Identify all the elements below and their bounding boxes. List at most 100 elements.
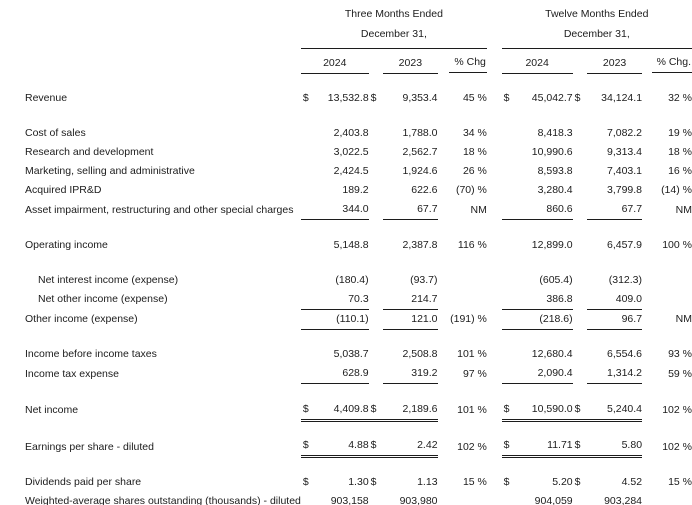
- value-fy-pct-chg: NM: [675, 203, 692, 216]
- currency-symbol: [502, 492, 515, 505]
- header-spacer: [25, 25, 301, 49]
- currency-symbol: $: [501, 399, 515, 422]
- value-fy-2024: 12,899.0: [531, 238, 573, 251]
- statement-row: Other income (expense) (110.1) 121.0 (191) …: [25, 309, 692, 330]
- group-gap: [487, 436, 502, 457]
- col-header-fy-chg: % Chg.: [642, 49, 692, 73]
- currency-symbol: [502, 143, 515, 162]
- row-label: Net income: [25, 404, 79, 416]
- statement-row: Income before income taxes 5,038.7 2,508.8…: [25, 345, 692, 364]
- value-fy-2024: (218.6): [514, 309, 573, 330]
- col-header-fy-2024: 2024: [501, 48, 573, 74]
- row-label: Cost of sales: [25, 127, 86, 139]
- value-tm-2024: 628.9: [313, 364, 369, 384]
- row-label: Other income (expense): [25, 313, 138, 325]
- currency-symbol: [369, 309, 384, 329]
- spacer-row: [25, 108, 692, 124]
- statement-row: Research and development 3,022.5 2,562.7 18…: [25, 143, 692, 162]
- value-fy-pct-chg: [642, 492, 692, 505]
- twelve-months-title: Twelve Months Ended: [545, 8, 649, 20]
- currency-symbol: [369, 143, 384, 162]
- currency-symbol: [502, 162, 515, 181]
- statement-row: Net other income (expense) 70.3 214.7 386.8…: [25, 289, 692, 310]
- value-fy-2023: 7,082.2: [606, 127, 643, 139]
- group-gap: [487, 200, 502, 220]
- value-fy-2024: 10,990.6: [531, 146, 573, 158]
- value-tm-2023: 2,189.6: [383, 399, 438, 422]
- group-gap: [487, 5, 502, 25]
- value-fy-pct-chg: 19 %: [668, 127, 692, 139]
- group-gap: [487, 290, 502, 310]
- currency-symbol: [301, 345, 314, 364]
- currency-symbol: [301, 181, 314, 200]
- row-label: Asset impairment, restructuring and othe…: [25, 203, 294, 216]
- spacer-row: [25, 420, 692, 436]
- group-gap: [487, 271, 502, 290]
- currency-symbol: $: [300, 399, 314, 422]
- value-fy-pct-chg: 93 %: [668, 348, 692, 360]
- value-fy-2023: 409.0: [587, 289, 643, 310]
- spacer-cell: [25, 329, 692, 345]
- value-fy-pct-chg: [642, 290, 692, 310]
- group-gap: [487, 492, 502, 505]
- value-fy-pct-chg: 18 %: [668, 146, 692, 158]
- value-tm-2023: 2,562.7: [402, 146, 438, 158]
- value-fy-2024: 45,042.7: [531, 92, 573, 104]
- spacer-row: [25, 457, 692, 473]
- value-fy-2023: 6,554.6: [606, 348, 643, 360]
- statement-row: Weighted-average shares outstanding (tho…: [25, 492, 692, 505]
- col-header-fy-2023: 2023: [587, 48, 643, 74]
- value-tm-pct-chg: 15 %: [462, 475, 487, 488]
- value-tm-pct-chg: 26 %: [462, 165, 487, 177]
- value-tm-2023: 2,508.8: [402, 348, 438, 360]
- currency-symbol: [300, 309, 314, 330]
- currency-symbol: [501, 289, 515, 310]
- value-tm-2023: 903,980: [399, 494, 438, 505]
- value-fy-2023: 67.7: [587, 200, 643, 220]
- currency-symbol: [573, 345, 588, 364]
- value-fy-pct-chg: [642, 271, 692, 290]
- col-header-fy-chg-label: % Chg.: [651, 56, 692, 73]
- value-tm-2024: 2,424.5: [333, 165, 369, 177]
- value-fy-2023: 3,799.8: [606, 184, 643, 196]
- value-fy-2023: 1,314.2: [587, 364, 643, 384]
- spacer-cell: [25, 73, 692, 89]
- value-tm-2024: 4,409.8: [313, 399, 369, 422]
- value-tm-2024: (110.1): [313, 309, 369, 330]
- value-tm-2023: 9,353.4: [402, 92, 438, 104]
- currency-symbol: [573, 236, 588, 255]
- row-label: Dividends paid per share: [25, 475, 142, 488]
- statement-row: Operating income 5,148.8 2,387.8 116 % 12,89…: [25, 236, 692, 255]
- currency-symbol: [301, 162, 314, 181]
- value-fy-pct-chg: 100 %: [662, 238, 692, 251]
- currency-symbol: [502, 271, 515, 290]
- spacer-row: [25, 220, 692, 236]
- value-tm-2024: 2,403.8: [333, 127, 369, 139]
- value-tm-2023: 319.2: [383, 364, 438, 384]
- value-tm-2024: 70.3: [313, 289, 369, 310]
- value-fy-pct-chg: NM: [675, 313, 692, 325]
- value-tm-2023: 2,387.8: [402, 238, 438, 251]
- group-gap: [487, 25, 502, 49]
- currency-symbol: [501, 364, 515, 384]
- statement-body: Revenue $13,532.8 $9,353.4 45 % $45,042.7 $34…: [25, 73, 692, 505]
- col-header-tm-2023: 2023: [383, 48, 438, 74]
- row-label: Earnings per share - diluted: [25, 440, 154, 453]
- currency-symbol: [301, 236, 314, 255]
- value-fy-2024: 11.71: [514, 436, 573, 458]
- period-header-row: Three Months Ended Twelve Months Ended: [25, 5, 692, 25]
- currency-symbol: $: [572, 399, 588, 422]
- value-tm-2024: 3,022.5: [333, 146, 369, 158]
- currency-symbol: $: [572, 436, 588, 458]
- value-fy-2023: (312.3): [608, 273, 643, 286]
- value-tm-pct-chg: 97 %: [462, 367, 487, 380]
- value-tm-pct-chg: (70) %: [455, 184, 487, 196]
- row-label: Net other income (expense): [38, 293, 168, 305]
- value-tm-2023: 67.7: [383, 200, 438, 220]
- spacer-cell: [25, 384, 692, 400]
- row-label: Operating income: [25, 238, 108, 251]
- value-tm-2023: (93.7): [410, 273, 438, 286]
- currency-symbol: $: [501, 436, 515, 458]
- three-months-date: December 31,: [300, 25, 487, 49]
- currency-symbol: $: [300, 436, 314, 458]
